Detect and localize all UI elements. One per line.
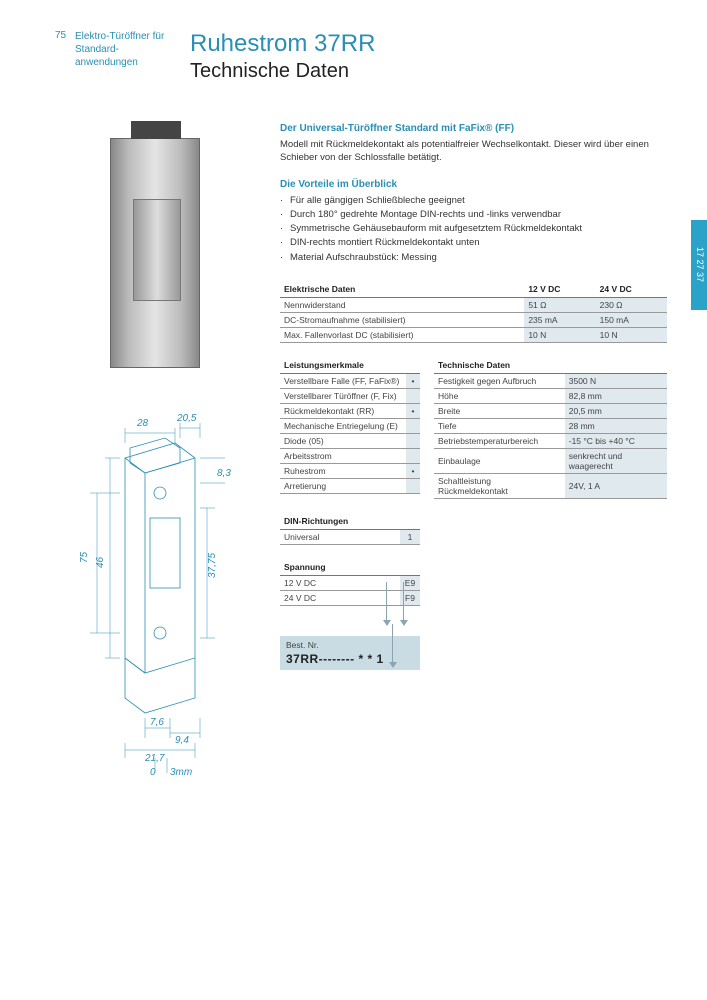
page-number: 75 bbox=[55, 30, 66, 41]
table-cell bbox=[406, 478, 420, 493]
tech-table: Technische Daten Festigkeit gegen Aufbru… bbox=[434, 357, 667, 499]
table-cell: 24V, 1 A bbox=[565, 473, 667, 498]
din-table: DIN-Richtungen Universal1 bbox=[280, 513, 420, 545]
product-photo bbox=[110, 138, 200, 368]
table-cell: Mechanische Entriegelung (E) bbox=[280, 418, 406, 433]
table-cell bbox=[406, 433, 420, 448]
dim-0: 0 bbox=[150, 767, 156, 778]
table-cell: 24 V DC bbox=[280, 590, 400, 605]
advantages-list: Für alle gängigen Schließbleche geeignet… bbox=[280, 194, 667, 265]
dim-20-5: 20,5 bbox=[176, 413, 197, 424]
table-header: Elektrische Daten bbox=[280, 281, 524, 298]
table-cell: • bbox=[406, 463, 420, 478]
dim-9-4: 9,4 bbox=[175, 735, 189, 746]
page-subtitle: Technische Daten bbox=[190, 60, 667, 83]
table-cell: 82,8 mm bbox=[565, 388, 667, 403]
table-cell: 10 N bbox=[596, 327, 667, 342]
table-cell: 235 mA bbox=[524, 312, 595, 327]
dim-28: 28 bbox=[136, 418, 149, 429]
table-cell: Diode (05) bbox=[280, 433, 406, 448]
list-item: Durch 180° gedrehte Montage DIN-rechts u… bbox=[280, 208, 667, 222]
arrow-icon bbox=[386, 662, 394, 702]
dim-7-6: 7,6 bbox=[150, 717, 164, 728]
technical-drawing: 28 20,5 8,3 75 46 37,75 7,6 9,4 21,7 0 3… bbox=[55, 398, 255, 778]
table-header: Spannung bbox=[280, 559, 420, 576]
table-cell: • bbox=[406, 373, 420, 388]
advantages-heading: Die Vorteile im Überblick bbox=[280, 179, 667, 190]
table-cell: Arretierung bbox=[280, 478, 406, 493]
table-cell: Verstellbare Falle (FF, FaFix®) bbox=[280, 373, 406, 388]
features-table: Leistungsmerkmale Verstellbare Falle (FF… bbox=[280, 357, 420, 494]
dim-21-7: 21,7 bbox=[144, 753, 165, 764]
table-cell: Arbeitsstrom bbox=[280, 448, 406, 463]
table-cell: -15 °C bis +40 °C bbox=[565, 433, 667, 448]
table-cell: 230 Ω bbox=[596, 297, 667, 312]
table-cell bbox=[406, 418, 420, 433]
list-item: Symmetrische Gehäusebauform mit aufgeset… bbox=[280, 222, 667, 236]
table-header: DIN-Richtungen bbox=[280, 513, 420, 530]
table-header: 12 V DC bbox=[524, 281, 595, 298]
table-header: Leistungsmerkmale bbox=[280, 357, 420, 374]
dim-3mm: 3mm bbox=[170, 767, 192, 778]
dim-8-3: 8,3 bbox=[217, 468, 231, 479]
dim-75: 75 bbox=[79, 551, 90, 563]
arrow-icon bbox=[397, 620, 405, 660]
table-header: Technische Daten bbox=[434, 357, 667, 374]
table-cell: Ruhestrom bbox=[280, 463, 406, 478]
table-cell: Tiefe bbox=[434, 418, 565, 433]
table-cell bbox=[406, 448, 420, 463]
dim-37-75: 37,75 bbox=[207, 553, 218, 578]
page-title: Ruhestrom 37RR bbox=[190, 30, 667, 58]
order-label: Best. Nr. bbox=[286, 640, 414, 650]
table-cell: Schaltleistung Rückmeldekontakt bbox=[434, 473, 565, 498]
table-cell: Höhe bbox=[434, 388, 565, 403]
list-item: Material Aufschraubstück: Messing bbox=[280, 251, 667, 265]
table-cell: 20,5 mm bbox=[565, 403, 667, 418]
list-item: Für alle gängigen Schließbleche geeignet bbox=[280, 194, 667, 208]
table-cell: 28 mm bbox=[565, 418, 667, 433]
list-item: DIN-rechts montiert Rückmeldekontakt unt… bbox=[280, 236, 667, 250]
electrical-table: Elektrische Daten 12 V DC 24 V DC Nennwi… bbox=[280, 281, 667, 343]
table-cell: Breite bbox=[434, 403, 565, 418]
table-cell: Rückmeldekontakt (RR) bbox=[280, 403, 406, 418]
table-cell: 150 mA bbox=[596, 312, 667, 327]
section-label: Elektro-Türöffner für Standard-anwendung… bbox=[75, 30, 165, 69]
table-cell: 1 bbox=[400, 529, 420, 544]
table-cell bbox=[406, 388, 420, 403]
voltage-table: Spannung 12 V DCE924 V DCF9 bbox=[280, 559, 420, 606]
table-cell: Nennwiderstand bbox=[280, 297, 524, 312]
intro-heading: Der Universal-Türöffner Standard mit FaF… bbox=[280, 123, 667, 134]
table-cell: 3500 N bbox=[565, 373, 667, 388]
table-cell: • bbox=[406, 403, 420, 418]
table-cell: Max. Fallenvorlast DC (stabilisiert) bbox=[280, 327, 524, 342]
table-cell: Festigkeit gegen Aufbruch bbox=[434, 373, 565, 388]
intro-text: Modell mit Rückmeldekontakt als potentia… bbox=[280, 138, 667, 165]
table-cell: Einbaulage bbox=[434, 448, 565, 473]
table-cell: 12 V DC bbox=[280, 575, 400, 590]
table-cell: 10 N bbox=[524, 327, 595, 342]
table-cell: DC-Stromaufnahme (stabilisiert) bbox=[280, 312, 524, 327]
side-tab: 17 27 37 bbox=[691, 220, 707, 310]
table-cell: Betriebstemperaturbereich bbox=[434, 433, 565, 448]
dim-46: 46 bbox=[95, 556, 106, 568]
table-cell: senkrecht und waagerecht bbox=[565, 448, 667, 473]
table-cell: 51 Ω bbox=[524, 297, 595, 312]
table-cell: Verstellbarer Türöffner (F, Fix) bbox=[280, 388, 406, 403]
table-header: 24 V DC bbox=[596, 281, 667, 298]
table-cell: Universal bbox=[280, 529, 400, 544]
arrow-icon bbox=[380, 620, 388, 660]
